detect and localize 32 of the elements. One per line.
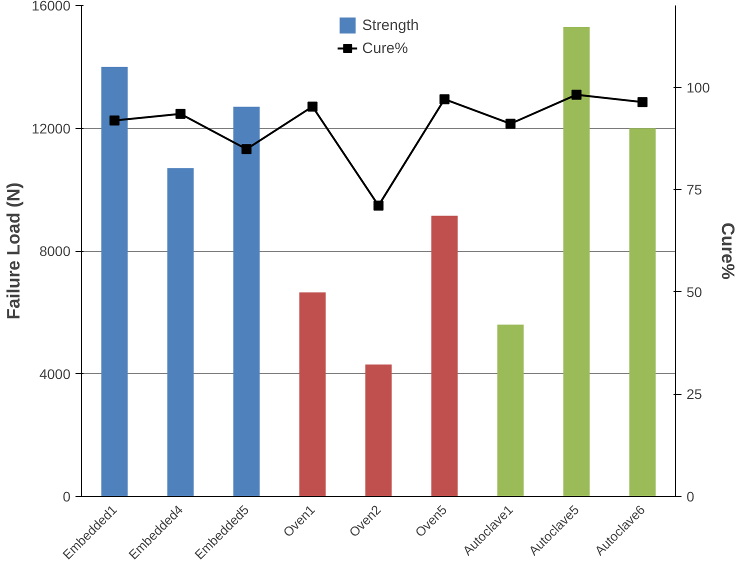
- bar: [233, 106, 260, 496]
- y-tick-label: 16000: [32, 0, 71, 14]
- y2-tick-label: 25: [686, 386, 702, 402]
- bar: [629, 128, 656, 496]
- point: [638, 97, 648, 108]
- y-tick-label: 8000: [39, 243, 71, 259]
- point: [440, 94, 450, 104]
- bar: [167, 168, 194, 496]
- y-axis-title: Failure Load (N): [4, 182, 24, 320]
- legend-label: Strength: [362, 16, 419, 34]
- y2-tick-label: 0: [686, 488, 694, 504]
- bar: [563, 26, 590, 496]
- point: [506, 118, 516, 129]
- point: [242, 144, 252, 154]
- bar: [299, 292, 326, 496]
- point: [308, 102, 318, 112]
- y-tick-label: 4000: [39, 366, 71, 382]
- bar: [101, 66, 128, 496]
- bar: [431, 216, 458, 496]
- bar: [365, 364, 392, 496]
- point: [176, 108, 186, 119]
- y2-axis-title: Cure%: [718, 222, 738, 280]
- legend-label: Cure%: [362, 40, 408, 56]
- y2-tick-label: 50: [686, 284, 702, 300]
- y2-tick-label: 75: [686, 182, 702, 198]
- y-tick-label: 0: [62, 488, 71, 504]
- y2-tick-label: 100: [686, 79, 710, 96]
- point: [374, 200, 384, 211]
- point: [110, 115, 120, 126]
- bar: [497, 324, 524, 496]
- point: [572, 90, 582, 100]
- y-tick-label: 12000: [32, 120, 71, 136]
